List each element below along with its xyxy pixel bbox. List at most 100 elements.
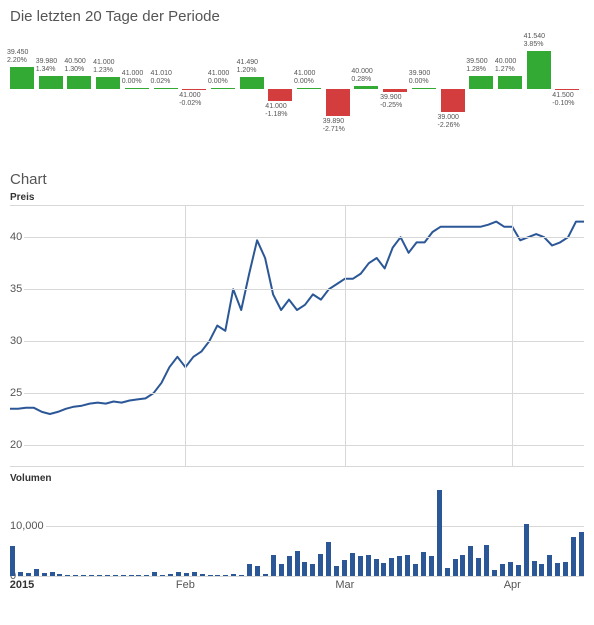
volume-bar — [42, 573, 47, 576]
price-ytick: 20 — [8, 439, 24, 451]
vol-grid-h — [10, 576, 584, 577]
volume-bar — [374, 559, 379, 577]
day-label: 41.0001.23% — [93, 59, 123, 75]
volume-bar — [57, 574, 62, 577]
volume-bar — [287, 556, 292, 576]
up-bar — [211, 88, 235, 89]
day-price: 39.980 — [36, 58, 66, 66]
up-bar — [154, 88, 178, 89]
volume-bar — [97, 575, 102, 577]
day-price: 41.500 — [552, 92, 582, 100]
day-label: 40.0000.28% — [351, 68, 381, 84]
volume-bar — [468, 546, 473, 576]
volume-bar — [184, 573, 189, 576]
day-pct: -0.02% — [179, 100, 209, 108]
up-bar — [10, 67, 34, 89]
volume-bar — [532, 561, 537, 576]
price-grid-h — [10, 237, 584, 238]
volume-bar — [200, 574, 205, 577]
volume-bar — [136, 575, 141, 577]
day-pct: 1.28% — [466, 66, 496, 74]
volume-bar — [231, 574, 236, 576]
volume-bar — [73, 575, 78, 577]
down-bar — [268, 89, 292, 101]
volume-bar — [239, 575, 244, 576]
volume-bar — [460, 555, 465, 577]
day-price: 39.500 — [466, 58, 496, 66]
day-price: 39.450 — [7, 49, 37, 57]
day-pct: 0.28% — [351, 76, 381, 84]
volume-bar — [121, 575, 126, 576]
chart-section-title: Chart — [0, 169, 594, 192]
up-bar — [96, 77, 120, 89]
day-pct: -1.18% — [265, 111, 295, 119]
x-tick-label: Apr — [504, 579, 521, 591]
volume-bar — [192, 572, 197, 577]
up-bar — [412, 88, 436, 89]
volume-bar — [350, 553, 355, 576]
volume-bar — [516, 565, 521, 576]
days-baseline — [10, 89, 584, 90]
day-label: 39.900-0.25% — [380, 94, 410, 110]
price-grid-v — [512, 206, 513, 466]
volume-bar — [263, 574, 268, 577]
volume-bar — [208, 575, 213, 576]
volume-bar — [366, 555, 371, 577]
volume-bar — [547, 555, 552, 576]
day-price: 41.010 — [151, 70, 181, 78]
volume-bar — [421, 552, 426, 576]
day-price: 40.000 — [351, 68, 381, 76]
day-label: 39.9000.00% — [409, 70, 439, 86]
day-price: 39.890 — [323, 118, 353, 126]
day-price: 41.000 — [265, 103, 295, 111]
volume-bar — [476, 558, 481, 577]
day-label: 39.000-2.26% — [438, 114, 468, 130]
x-axis: 2015FebMarApr — [10, 579, 584, 595]
days-title: Die letzten 20 Tage der Periode — [0, 0, 594, 29]
day-pct: 2.20% — [7, 57, 37, 65]
volume-bar — [405, 555, 410, 577]
price-ytick: 40 — [8, 231, 24, 243]
volume-bar — [413, 564, 418, 577]
volume-bar — [397, 556, 402, 576]
down-bar — [383, 89, 407, 92]
volume-bar — [279, 564, 284, 577]
day-pct: 0.02% — [151, 78, 181, 86]
day-pct: 1.34% — [36, 66, 66, 74]
day-price: 39.900 — [409, 70, 439, 78]
day-pct: -0.25% — [380, 102, 410, 110]
day-price: 40.000 — [495, 58, 525, 66]
volume-bar — [34, 569, 39, 576]
day-pct: 1.30% — [64, 66, 94, 74]
price-grid-h — [10, 393, 584, 394]
volume-bar — [492, 570, 497, 576]
day-pct: 1.27% — [495, 66, 525, 74]
day-price: 41.000 — [93, 59, 123, 67]
up-bar — [527, 51, 551, 90]
price-line-chart: 2025303540 — [10, 205, 584, 467]
volume-bar — [429, 556, 434, 576]
down-bar — [326, 89, 350, 116]
up-bar — [498, 76, 522, 89]
volume-bar — [326, 542, 331, 576]
volume-bar — [295, 551, 300, 576]
up-bar — [297, 88, 321, 89]
price-grid-h — [10, 445, 584, 446]
day-label: 39.5001.28% — [466, 58, 496, 74]
vol-ytick: 10,000 — [8, 520, 46, 532]
volume-bar — [500, 564, 505, 577]
price-ytick: 30 — [8, 335, 24, 347]
volume-bar — [223, 575, 228, 577]
day-price: 39.000 — [438, 114, 468, 122]
volume-bar — [160, 575, 165, 577]
day-label: 40.0001.27% — [495, 58, 525, 74]
x-tick-label: 2015 — [10, 579, 34, 591]
volume-bar — [215, 575, 220, 576]
down-bar — [555, 89, 579, 90]
vol-grid-h — [10, 526, 584, 527]
day-label: 41.4901.20% — [237, 59, 267, 75]
volume-bar — [81, 575, 86, 576]
day-pct: 0.00% — [294, 78, 324, 86]
volume-bar-chart: 010,000 — [10, 486, 584, 577]
volume-bar — [563, 562, 568, 576]
